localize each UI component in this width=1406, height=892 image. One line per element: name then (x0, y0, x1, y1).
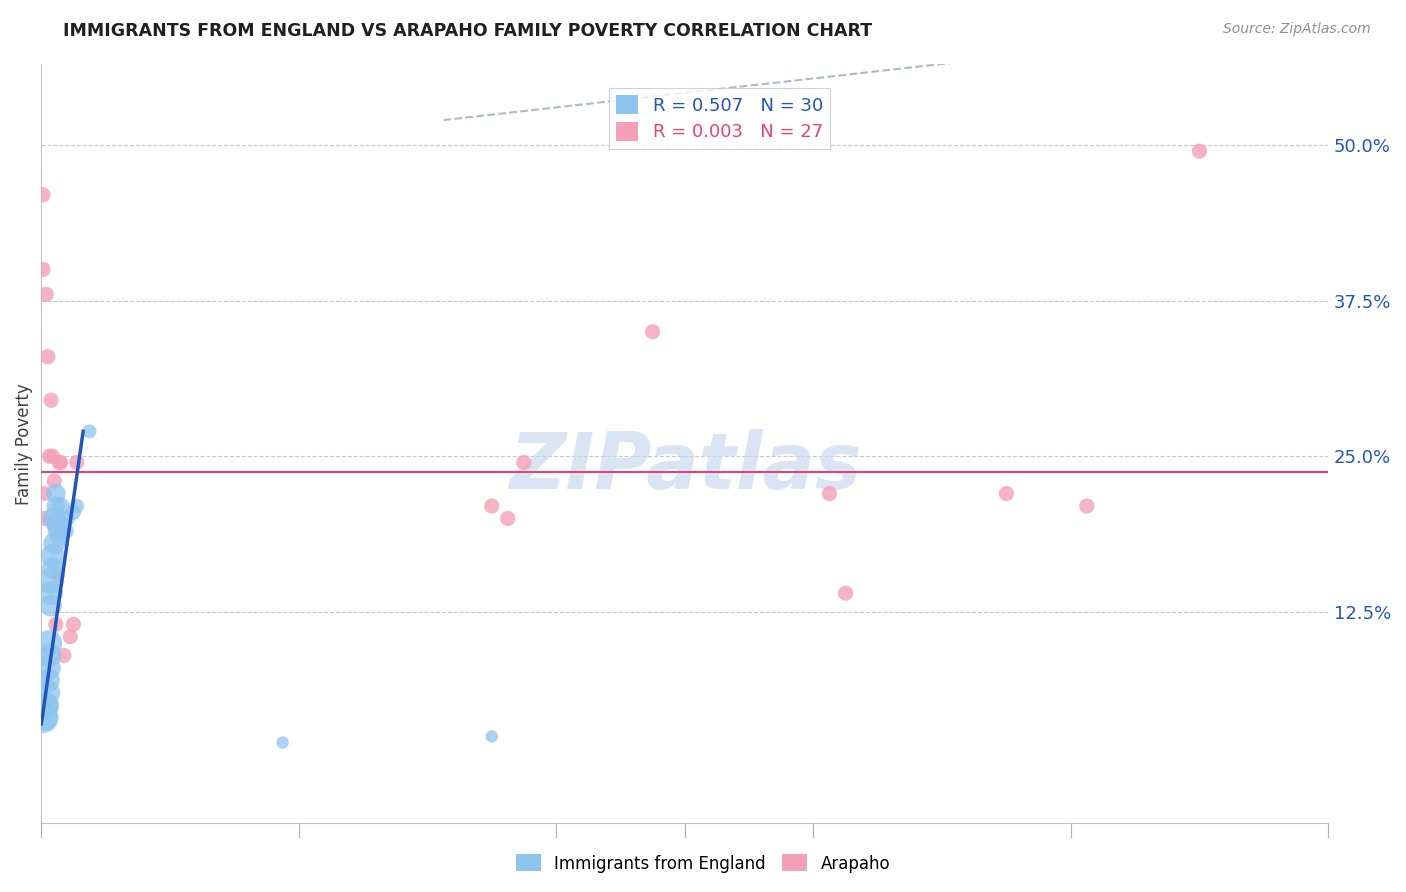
Point (46, 567, 69, 582)
Point (641, 325, 664, 339)
Point (62, 505, 84, 519)
Point (46, 517, 69, 532)
Point (834, 586, 856, 600)
Point (44, 536, 66, 550)
Point (39, 393, 62, 408)
Point (32, 262, 55, 277)
Point (41, 561, 63, 575)
Point (38, 636, 60, 650)
Point (55, 524, 77, 538)
Point (51, 517, 73, 532)
Point (271, 735, 294, 749)
Point (32, 187, 55, 202)
Point (38, 449, 60, 463)
Text: IMMIGRANTS FROM ENGLAND VS ARAPAHO FAMILY POVERTY CORRELATION CHART: IMMIGRANTS FROM ENGLAND VS ARAPAHO FAMIL… (63, 22, 872, 40)
Point (41, 449, 63, 463)
Point (44, 511, 66, 525)
Point (41, 549, 63, 563)
Point (995, 486, 1018, 500)
Point (39, 586, 62, 600)
Point (34, 711, 56, 725)
Point (1076, 499, 1098, 513)
Point (44, 474, 66, 488)
Point (45, 617, 67, 632)
Point (1188, 145, 1211, 159)
Point (49, 455, 72, 469)
Point (818, 486, 841, 500)
Point (32, 711, 55, 725)
Point (48, 530, 70, 544)
Point (37, 350, 59, 364)
Point (34, 511, 56, 525)
Point (49, 499, 72, 513)
Point (45, 499, 67, 513)
Point (35, 686, 58, 700)
Point (48, 455, 70, 469)
Point (481, 499, 503, 513)
Point (481, 729, 503, 743)
Point (37, 673, 59, 688)
Text: Source: ZipAtlas.com: Source: ZipAtlas.com (1223, 22, 1371, 37)
Point (52, 648, 75, 663)
Point (59, 630, 82, 644)
Y-axis label: Family Poverty: Family Poverty (15, 383, 32, 505)
Point (45, 486, 67, 500)
Legend: Immigrants from England, Arapaho: Immigrants from England, Arapaho (509, 847, 897, 880)
Point (34, 486, 56, 500)
Point (513, 455, 536, 469)
Point (39, 599, 62, 613)
Text: ZIPatlas: ZIPatlas (509, 428, 860, 505)
Point (62, 617, 84, 632)
Point (66, 499, 89, 513)
Point (35, 287, 58, 301)
Point (496, 511, 519, 525)
Point (66, 455, 89, 469)
Point (37, 661, 59, 675)
Point (56, 511, 79, 525)
Point (39, 574, 62, 588)
Point (35, 698, 58, 713)
Point (38, 648, 60, 663)
Point (46, 524, 69, 538)
Legend: R = 0.507   N = 30, R = 0.003   N = 27: R = 0.507 N = 30, R = 0.003 N = 27 (609, 88, 830, 149)
Point (79, 425, 101, 439)
Point (34, 698, 56, 713)
